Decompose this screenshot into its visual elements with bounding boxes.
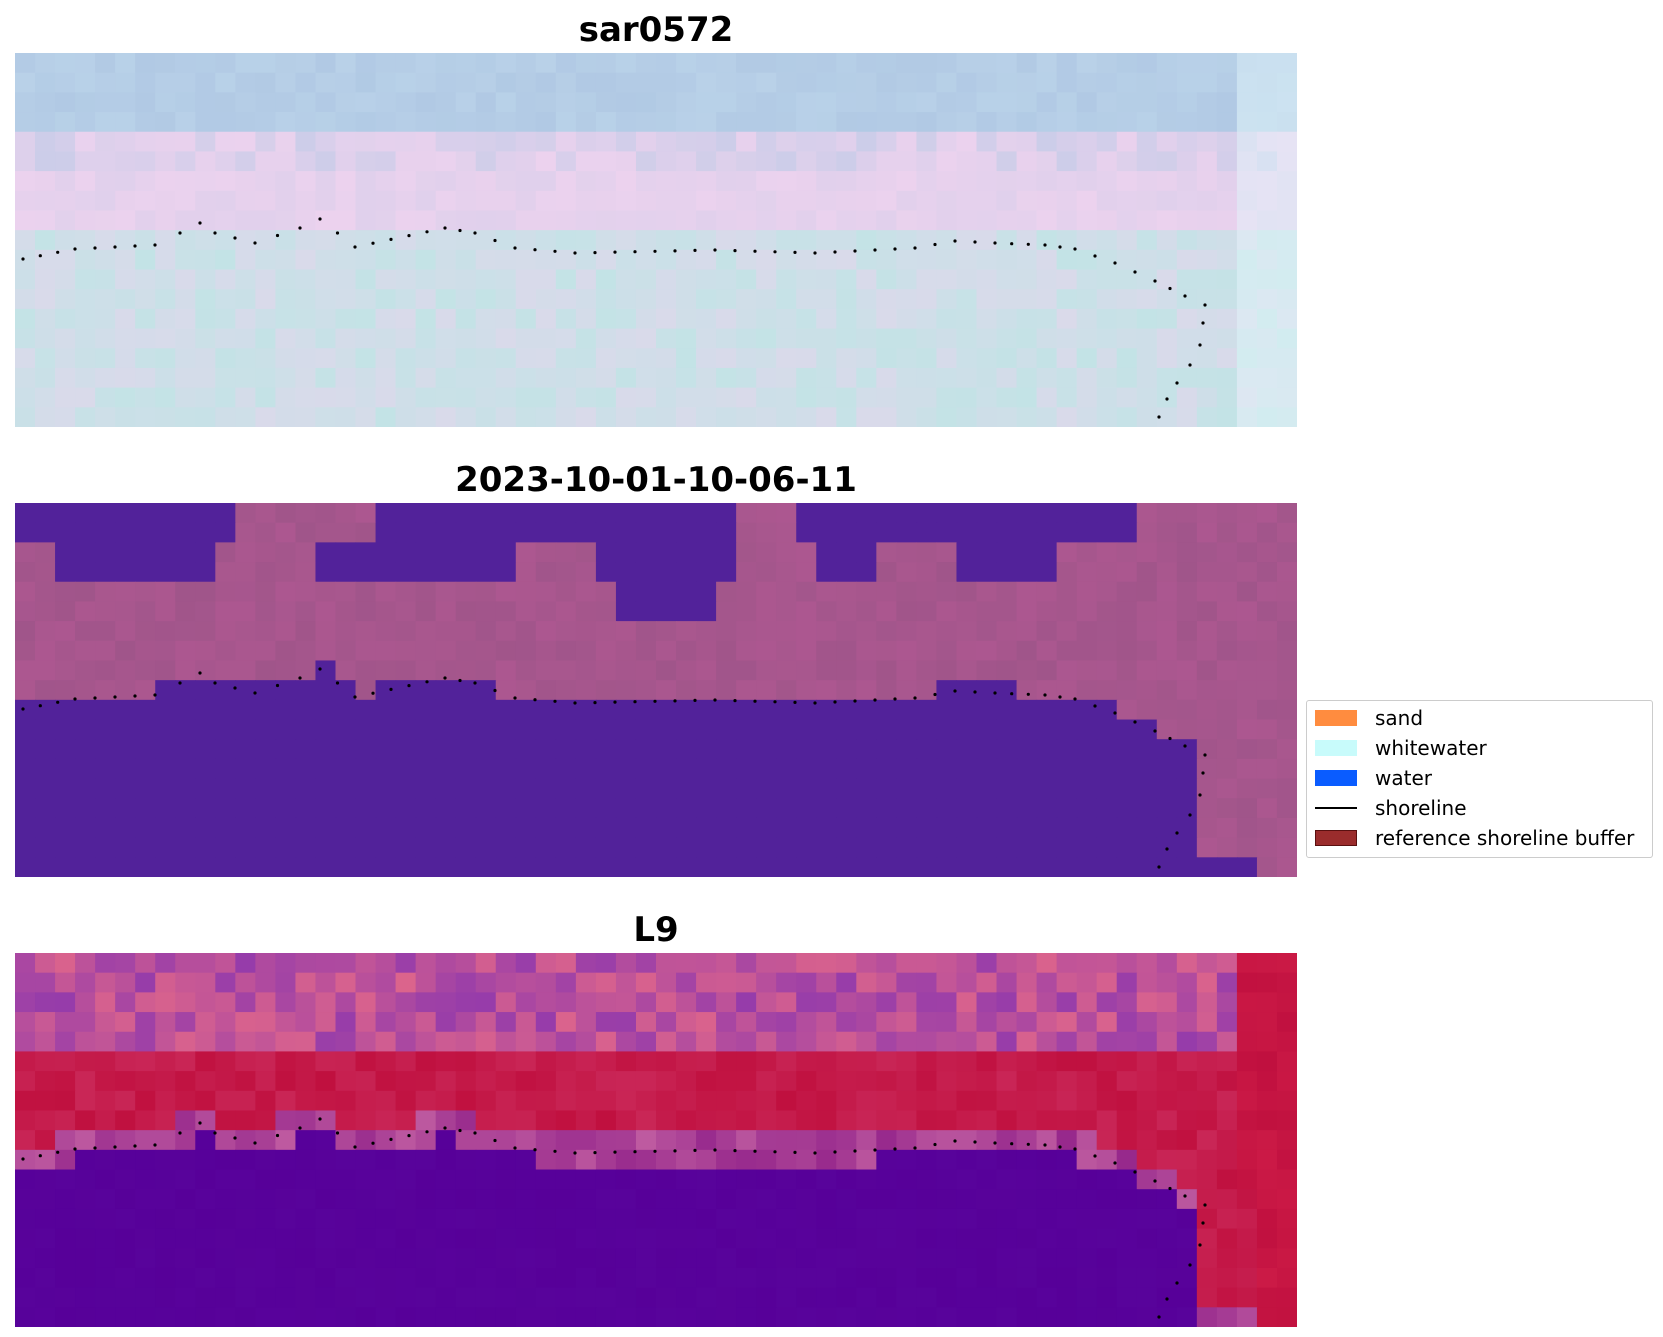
whitewater-swatch (1315, 740, 1357, 756)
rgb-image (15, 53, 1297, 427)
shoreline-points (21, 667, 1207, 869)
shoreline-points (21, 217, 1207, 419)
legend-item-whitewater: whitewater (1315, 736, 1645, 760)
shoreline-points (21, 1117, 1207, 1319)
classified-image-panel (15, 503, 1297, 877)
legend-item-reference-buffer: reference shoreline buffer (1315, 826, 1645, 850)
legend-label-sand: sand (1375, 706, 1424, 730)
legend-label-whitewater: whitewater (1375, 736, 1487, 760)
rgb-image-panel (15, 53, 1297, 427)
legend-item-water: water (1315, 766, 1645, 790)
reference-buffer-swatch (1315, 830, 1357, 846)
shoreline-swatch (1315, 807, 1357, 809)
water-swatch (1315, 770, 1357, 786)
panel-title-classified: 2023-10-01-10-06-11 (455, 460, 857, 500)
legend-label-shoreline: shoreline (1375, 796, 1467, 820)
legend-label-reference-buffer: reference shoreline buffer (1375, 826, 1635, 850)
index-image (15, 953, 1297, 1327)
classified-image (15, 503, 1297, 877)
panel-title-rgb: sar0572 (578, 10, 734, 50)
index-image-panel (15, 953, 1297, 1327)
panel-title-index: L9 (633, 910, 679, 950)
legend: sand whitewater water shoreline referenc… (1306, 700, 1653, 858)
legend-label-water: water (1375, 766, 1432, 790)
sand-swatch (1315, 710, 1357, 726)
legend-item-shoreline: shoreline (1315, 796, 1645, 820)
legend-item-sand: sand (1315, 706, 1645, 730)
